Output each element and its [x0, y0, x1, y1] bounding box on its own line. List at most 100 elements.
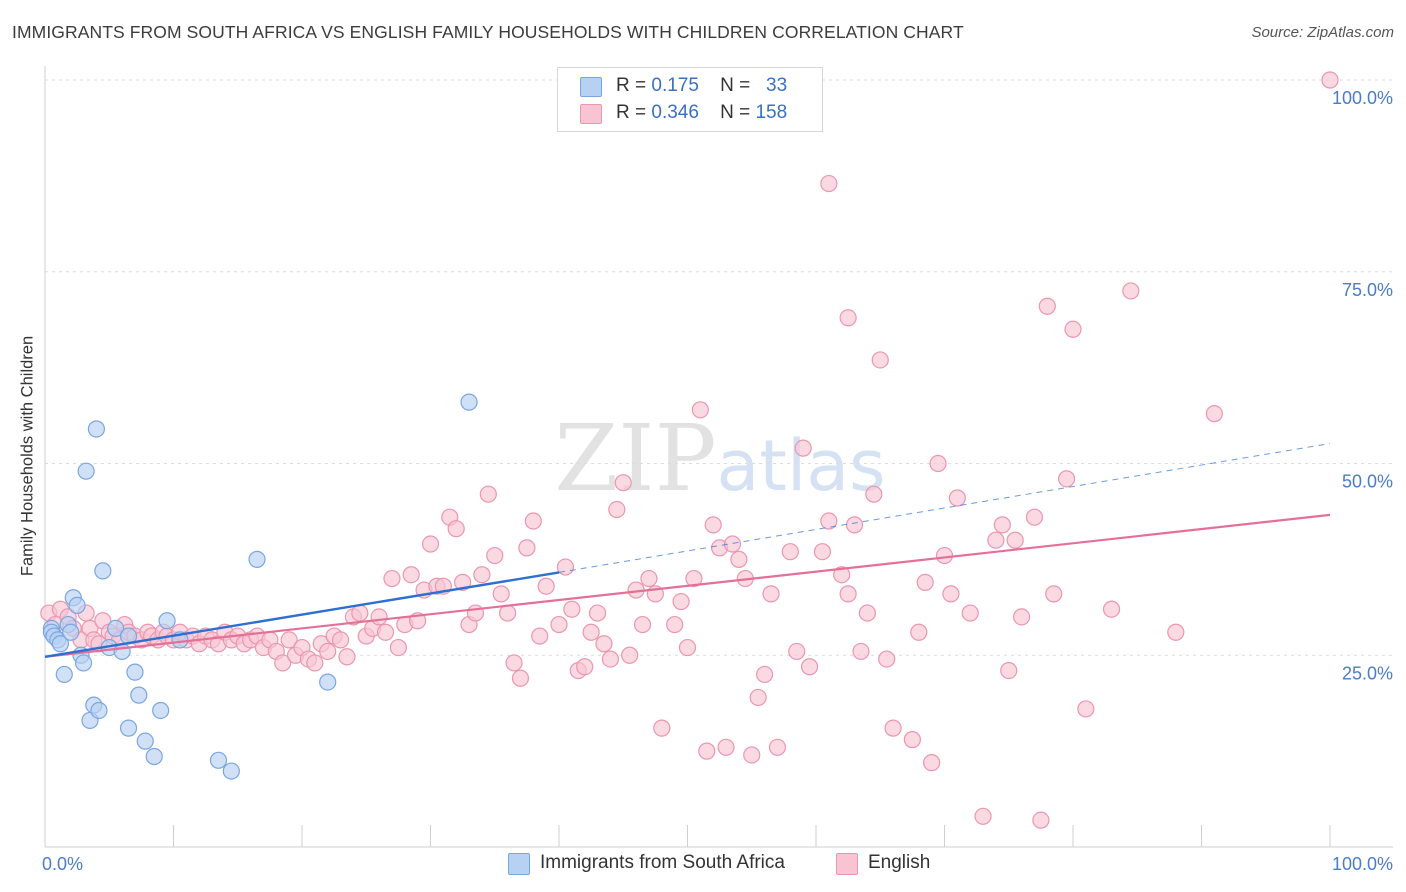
english-point	[820, 512, 838, 530]
x-tick-label: 0.0%	[42, 854, 83, 874]
r-label: R =	[616, 75, 647, 96]
english-point	[749, 688, 767, 707]
english-point	[466, 604, 485, 622]
english-point	[537, 577, 555, 595]
south-africa-point	[158, 612, 176, 630]
legend-swatch-blue	[508, 853, 530, 875]
english-point	[762, 585, 780, 603]
english-point	[858, 604, 877, 622]
stats-text-pink: R = 0.346 N = 158	[616, 102, 787, 124]
y-tick-label: 25.0%	[1342, 663, 1393, 683]
english-point	[1057, 470, 1076, 488]
south-africa-point	[136, 732, 154, 750]
english-point	[781, 543, 799, 561]
english-point	[993, 516, 1011, 534]
english-point	[987, 531, 1005, 549]
english-point	[935, 546, 954, 565]
english-point	[383, 569, 401, 588]
south-africa-point	[119, 719, 138, 737]
y-tick-label: 100.0%	[1332, 88, 1393, 108]
english-point	[1032, 811, 1050, 829]
south-africa-point	[94, 562, 112, 580]
pink-swatch	[580, 104, 602, 124]
english-point	[473, 566, 491, 584]
english-point	[678, 638, 697, 657]
english-point	[1025, 508, 1044, 526]
english-point	[788, 642, 806, 661]
english-point	[839, 309, 857, 327]
grid-lines	[45, 79, 1393, 656]
english-point	[839, 585, 857, 603]
south-africa-point	[460, 393, 478, 411]
english-point	[1321, 71, 1339, 89]
r-label: R =	[616, 102, 647, 123]
english-point	[865, 485, 883, 503]
english-point	[653, 719, 671, 737]
english-point	[884, 719, 902, 737]
english-point	[1077, 700, 1095, 718]
english-point	[685, 569, 703, 588]
english-point	[518, 539, 536, 557]
english-point	[601, 650, 620, 668]
south-africa-point	[55, 665, 73, 684]
south-africa-point	[130, 686, 148, 704]
english-point	[511, 669, 530, 687]
english-point	[447, 520, 465, 538]
south-africa-point	[209, 751, 228, 769]
r-value-blue: 0.175	[651, 75, 699, 96]
english-point	[563, 600, 581, 618]
english-point	[691, 401, 709, 419]
english-point	[306, 654, 324, 672]
tick-labels: 25.0% 50.0% 75.0% 100.0% 0.0% 100.0%	[42, 88, 1393, 874]
english-point	[588, 604, 607, 622]
y-tick-label: 75.0%	[1342, 280, 1393, 300]
english-point	[1045, 585, 1063, 603]
english-point	[621, 646, 639, 664]
south-africa-trend-line	[44, 571, 560, 658]
english-point	[1205, 405, 1223, 423]
south-africa-point	[90, 701, 108, 720]
south-africa-trend-extension	[558, 443, 1331, 573]
south-africa-point	[319, 673, 337, 691]
source-label: Source: ZipAtlas.com	[1251, 24, 1394, 41]
south-africa-point	[62, 623, 80, 641]
english-point	[640, 569, 658, 588]
english-point	[1122, 282, 1140, 300]
english-point	[974, 807, 992, 825]
english-point	[1038, 297, 1056, 315]
english-point	[1006, 531, 1024, 549]
english-point	[794, 439, 812, 457]
english-point	[351, 604, 369, 622]
chart-title: IMMIGRANTS FROM SOUTH AFRICA VS ENGLISH …	[12, 22, 964, 42]
english-point	[1102, 600, 1121, 618]
south-africa-point	[126, 663, 144, 681]
english-point	[608, 500, 626, 519]
english-trend-line	[44, 513, 1331, 658]
n-label: N =	[720, 75, 751, 96]
english-point	[421, 535, 440, 553]
english-point	[903, 731, 921, 749]
r-value-pink: 0.346	[651, 102, 699, 123]
english-point	[755, 665, 774, 684]
english-point	[376, 623, 395, 641]
english-point	[916, 573, 934, 591]
south-africa-point	[152, 701, 170, 720]
trend-lines	[44, 443, 1331, 658]
english-point	[486, 546, 504, 565]
english-point	[698, 742, 716, 760]
english-point	[948, 489, 966, 507]
south-africa-point	[145, 747, 163, 766]
english-point	[923, 754, 941, 772]
english-point	[852, 642, 870, 661]
legend-label-blue: Immigrants from South Africa	[540, 852, 785, 873]
south-africa-point	[51, 635, 70, 653]
n-value-pink: 158	[755, 102, 788, 123]
english-point	[370, 608, 388, 626]
english-point	[1167, 623, 1185, 641]
english-point	[1012, 608, 1031, 626]
english-point	[319, 642, 337, 661]
legend-label-pink: English	[868, 852, 931, 873]
stats-text-blue: R = 0.175 N = 33	[616, 75, 787, 97]
english-point	[479, 485, 497, 503]
english-point	[280, 631, 298, 649]
